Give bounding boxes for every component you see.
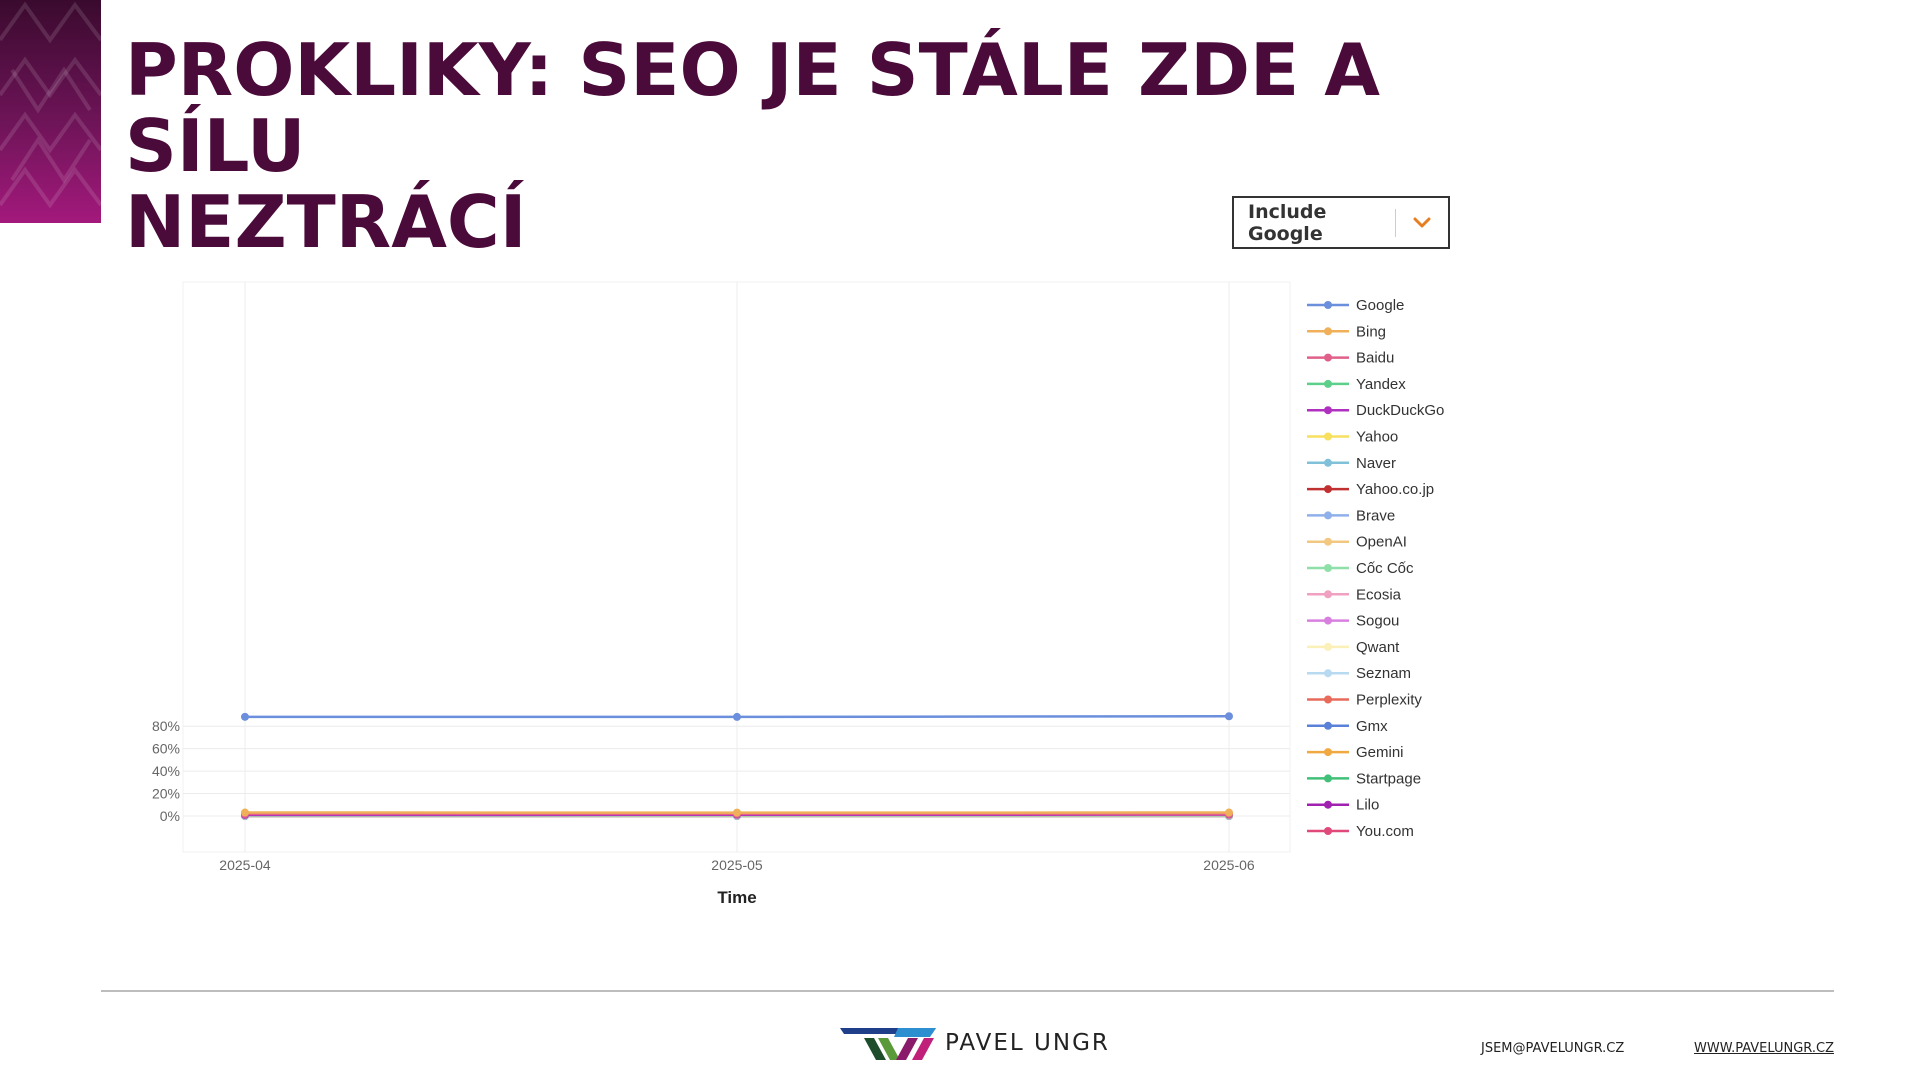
legend-label-ecosia: Ecosia — [1356, 586, 1402, 603]
brand-logo-icon — [840, 1028, 936, 1060]
x-tick-label: 2025-06 — [1203, 857, 1255, 873]
series-layer — [241, 712, 1233, 820]
legend-label-you-com: You.com — [1356, 823, 1414, 840]
legend-swatch-dot-you-com — [1324, 827, 1332, 835]
legend-label-seznam: Seznam — [1356, 665, 1411, 682]
legend-swatch-dot-google — [1324, 301, 1332, 309]
legend-label-yahoo: Yahoo — [1356, 429, 1398, 446]
y-tick-label: 40% — [152, 763, 180, 779]
legend-swatch-dot-qwant — [1324, 642, 1332, 651]
chart-legend: Google Bing Baidu Yandex DuckDuckGo Yahoo Nave… — [1307, 297, 1444, 840]
y-tick-label: 60% — [152, 741, 180, 757]
legend-label-yandex: Yandex — [1356, 376, 1406, 393]
data-point-bing — [241, 808, 249, 817]
legend-swatch-dot-c-c-c-c — [1324, 564, 1332, 572]
legend-label-lilo: Lilo — [1356, 797, 1379, 814]
footer-website-link[interactable]: WWW.PAVELUNGR.CZ — [1694, 1041, 1834, 1056]
legend-swatch-dot-perplexity — [1324, 695, 1332, 704]
footer-email-link[interactable]: JSEM@PAVELUNGR.CZ — [1481, 1041, 1625, 1056]
legend-swatch-dot-bing — [1324, 327, 1332, 336]
y-tick-label: 0% — [160, 808, 180, 824]
legend-label-naver: Naver — [1356, 455, 1396, 472]
legend-label-openai: OpenAI — [1356, 534, 1407, 551]
x-tick-label: 2025-05 — [711, 857, 763, 873]
legend-label-duckduckgo: DuckDuckGo — [1356, 402, 1444, 419]
y-tick-label: 20% — [152, 786, 180, 802]
line-chart: 0% 20% 40% 60% 80% 2025-04 2025-05 2025-06 Time… — [152, 281, 1444, 907]
dropdown-separator — [1395, 208, 1396, 237]
x-axis-title: Time — [717, 888, 756, 907]
data-point-bing — [1225, 808, 1233, 817]
legend-label-perplexity: Perplexity — [1356, 692, 1422, 709]
data-point-google — [241, 712, 249, 721]
legend-swatch-dot-openai — [1324, 537, 1332, 546]
legend-swatch-dot-duckduckgo — [1324, 406, 1332, 415]
legend-swatch-dot-seznam — [1324, 669, 1332, 678]
footer-divider — [101, 990, 1834, 992]
x-axis: 2025-04 2025-05 2025-06 Time — [219, 857, 1255, 907]
data-point-bing — [733, 808, 741, 817]
page-title-line-1: PROKLIKY: SEO JE STÁLE ZDE A SÍLU — [125, 28, 1380, 188]
legend-label-brave: Brave — [1356, 507, 1395, 524]
legend-label-bing: Bing — [1356, 323, 1386, 340]
corner-pattern-decoration — [0, 0, 101, 223]
data-point-google — [733, 712, 741, 721]
data-point-google — [1225, 712, 1233, 721]
legend-swatch-dot-yahoo-co-jp — [1324, 485, 1332, 494]
legend-swatch-dot-naver — [1324, 458, 1332, 467]
legend-swatch-dot-lilo — [1324, 800, 1332, 809]
legend-label-qwant: Qwant — [1356, 639, 1400, 656]
page-title: PROKLIKY: SEO JE STÁLE ZDE A SÍLU NEZTRÁ… — [125, 32, 1525, 260]
y-tick-label: 80% — [152, 718, 180, 734]
legend-swatch-dot-sogou — [1324, 616, 1332, 625]
legend-swatch-dot-gemini — [1324, 748, 1332, 757]
legend-label-gemini: Gemini — [1356, 744, 1404, 761]
y-axis: 0% 20% 40% 60% 80% — [152, 718, 180, 824]
legend-swatch-dot-brave — [1324, 511, 1332, 520]
legend-label-sogou: Sogou — [1356, 613, 1399, 630]
legend-swatch-dot-startpage — [1324, 774, 1332, 783]
legend-label-google: Google — [1356, 297, 1404, 314]
page-title-line-2: NEZTRÁCÍ — [125, 180, 527, 264]
chevron-down-icon[interactable] — [1396, 198, 1448, 247]
dropdown-selected-value: Include Google — [1248, 200, 1327, 245]
legend-swatch-dot-baidu — [1324, 353, 1332, 362]
x-tick-label: 2025-04 — [219, 857, 271, 873]
footer-brand-name: PAVEL UNGR — [945, 1030, 1110, 1056]
legend-label-baidu: Baidu — [1356, 350, 1394, 367]
legend-label-startpage: Startpage — [1356, 770, 1421, 787]
legend-swatch-dot-yandex — [1324, 379, 1332, 388]
include-google-dropdown[interactable]: Include Google — [1232, 196, 1450, 249]
legend-label-gmx: Gmx — [1356, 718, 1388, 735]
legend-label-yahoo-co-jp: Yahoo.co.jp — [1356, 481, 1434, 498]
legend-label-c-c-c-c: Cốc Cốc — [1356, 560, 1414, 577]
legend-swatch-dot-gmx — [1324, 721, 1332, 730]
legend-swatch-dot-ecosia — [1324, 590, 1332, 599]
legend-swatch-dot-yahoo — [1324, 432, 1332, 441]
